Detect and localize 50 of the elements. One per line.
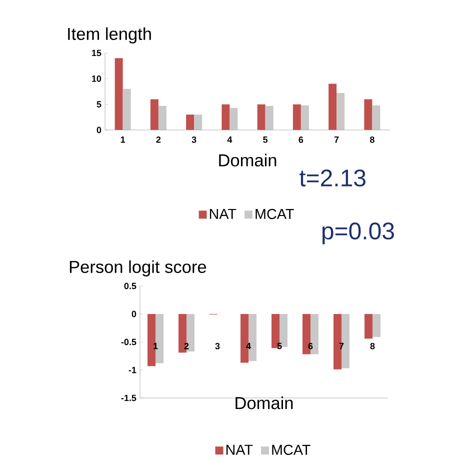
x-tick-label: 8 bbox=[370, 136, 374, 143]
y-tick-label: 0 bbox=[96, 126, 102, 134]
x-axis-title: Domain bbox=[236, 396, 293, 410]
bar bbox=[300, 105, 309, 130]
bar bbox=[158, 106, 166, 130]
bar bbox=[230, 108, 238, 130]
bar bbox=[122, 88, 131, 130]
y-tick-label: -0.5 bbox=[121, 338, 136, 346]
legend-label: NAT bbox=[226, 444, 253, 455]
bar bbox=[265, 106, 274, 130]
x-tick-label: 7 bbox=[339, 342, 344, 350]
x-tick-label: 5 bbox=[277, 342, 282, 350]
text: t=2.13 bbox=[299, 170, 366, 187]
bar bbox=[372, 105, 380, 130]
y-tick-label: 10 bbox=[92, 75, 102, 82]
y-tick-label: 15 bbox=[92, 50, 102, 56]
chart-title: Item length bbox=[68, 27, 151, 44]
x-tick-label: 6 bbox=[308, 342, 313, 350]
x-tick-label: 4 bbox=[227, 136, 232, 143]
bar bbox=[222, 104, 230, 130]
x-tick-label: 8 bbox=[370, 342, 375, 350]
legend-label: NAT bbox=[210, 208, 236, 219]
y-tick-label: 5 bbox=[96, 101, 102, 108]
bar bbox=[292, 104, 301, 130]
bar bbox=[257, 104, 266, 130]
x-tick-label: 5 bbox=[263, 136, 268, 143]
legend-label: MCAT bbox=[272, 444, 310, 455]
bar bbox=[364, 99, 372, 130]
bar bbox=[114, 58, 123, 130]
x-axis-title: Domain bbox=[219, 154, 276, 166]
chart-title: Person logit score bbox=[70, 260, 206, 276]
x-tick-label: 4 bbox=[246, 342, 251, 350]
x-tick-label: 6 bbox=[298, 136, 304, 143]
bar bbox=[328, 84, 337, 130]
y-tick-label: -1 bbox=[128, 366, 136, 374]
y-tick-label: 0 bbox=[132, 310, 136, 318]
x-tick-label: 3 bbox=[215, 342, 220, 350]
bar bbox=[186, 114, 194, 130]
text: p=0.03 bbox=[322, 222, 394, 244]
bar bbox=[194, 114, 202, 130]
y-tick-label: 0.5 bbox=[124, 282, 136, 290]
x-tick-label: 2 bbox=[156, 136, 161, 143]
x-tick-label: 2 bbox=[184, 342, 189, 350]
bar bbox=[336, 93, 345, 130]
legend-label: MCAT bbox=[256, 208, 294, 220]
y-tick-label: -1.5 bbox=[121, 394, 136, 402]
x-tick-label: 3 bbox=[192, 136, 196, 143]
bar bbox=[150, 99, 158, 130]
x-tick-label: 7 bbox=[334, 136, 339, 143]
x-tick-label: 1 bbox=[120, 136, 126, 143]
